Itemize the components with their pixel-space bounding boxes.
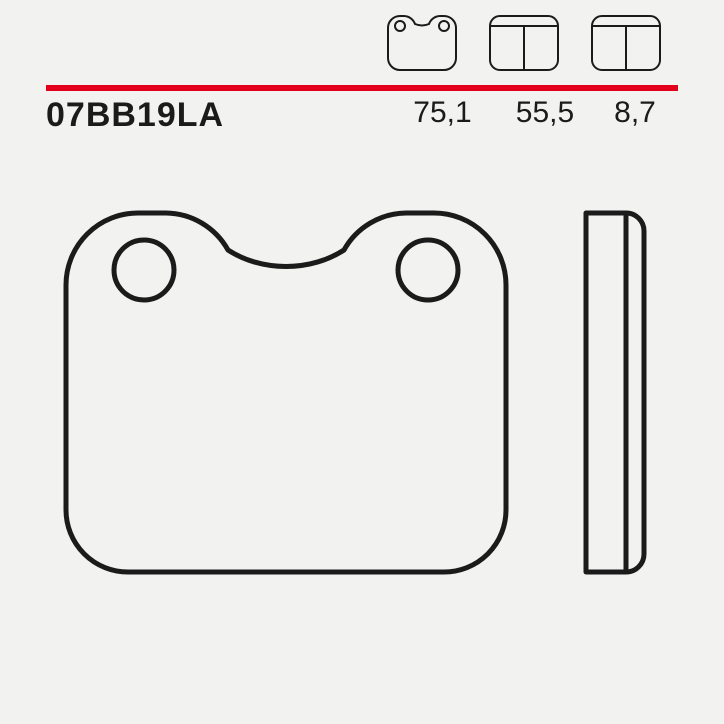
pad-side-outline-1-icon [484,14,564,72]
dimensions-row: 75,1 55,5 8,7 [390,96,675,130]
header: 07BB19LA 75,1 55,5 8,7 [0,0,724,125]
front-view [66,213,506,572]
dim-thickness: 8,7 [595,96,675,130]
side-view [586,213,644,572]
technical-diagram [46,190,678,670]
divider-rule [46,78,678,84]
pad-side-outline-2-icon [586,14,666,72]
pad-front-outline-icon [382,14,462,72]
part-number: 07BB19LA [46,96,224,135]
dim-width: 75,1 [390,96,495,130]
dim-height: 55,5 [495,96,595,130]
header-icon-row [382,14,666,72]
